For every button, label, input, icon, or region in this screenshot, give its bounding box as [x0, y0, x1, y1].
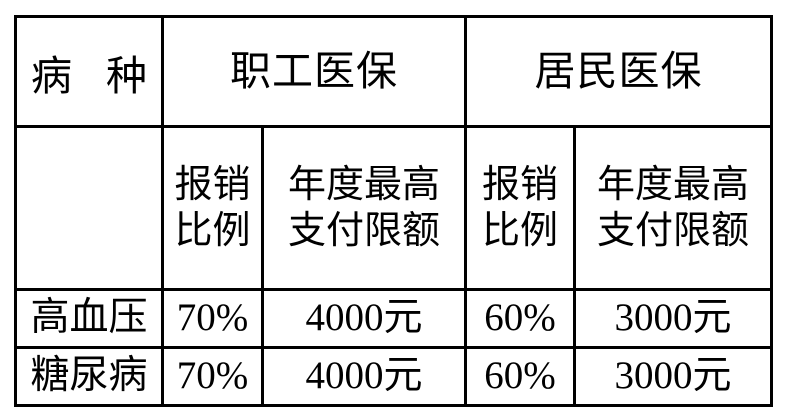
subheader-cell-resident-limit: 年度最高 支付限额	[573, 125, 773, 291]
table-row: 高血压 70% 4000元 60% 3000元	[14, 288, 773, 349]
header-cell-resident-insurance: 居民医保	[464, 15, 773, 128]
cell-resident-limit: 3000元	[573, 346, 773, 407]
header-disease-char-1: 病	[31, 52, 72, 99]
cell-resident-limit: 3000元	[573, 288, 773, 349]
header-cell-employee-insurance: 职工医保	[161, 15, 467, 128]
benefit-table-container: 病 种 职工医保 居民医保 报销 比例 年度最高 支付限额 报销 比例 年度最高…	[14, 15, 773, 407]
chronic-disease-benefit-table: 病 种 职工医保 居民医保 报销 比例 年度最高 支付限额 报销 比例 年度最高…	[14, 15, 773, 407]
cell-employee-ratio: 70%	[161, 288, 264, 349]
cell-resident-ratio: 60%	[464, 346, 576, 407]
subheader-cell-employee-ratio: 报销 比例	[161, 125, 264, 291]
cell-resident-ratio: 60%	[464, 288, 576, 349]
header-disease-label: 病 种	[17, 18, 161, 125]
table-header-row-sub: 报销 比例 年度最高 支付限额 报销 比例 年度最高 支付限额	[14, 125, 773, 291]
cell-disease-name: 高血压	[14, 288, 164, 349]
table-header-row-main: 病 种 职工医保 居民医保	[14, 15, 773, 128]
subheader-cell-employee-limit: 年度最高 支付限额	[261, 125, 467, 291]
header-cell-disease: 病 种	[14, 15, 164, 128]
header-disease-char-2: 种	[106, 52, 147, 99]
table-row: 糖尿病 70% 4000元 60% 3000元	[14, 346, 773, 407]
subheader-cell-resident-ratio: 报销 比例	[464, 125, 576, 291]
cell-employee-limit: 4000元	[261, 288, 467, 349]
cell-disease-name: 糖尿病	[14, 346, 164, 407]
subheader-cell-blank	[14, 125, 164, 291]
cell-employee-limit: 4000元	[261, 346, 467, 407]
cell-employee-ratio: 70%	[161, 346, 264, 407]
